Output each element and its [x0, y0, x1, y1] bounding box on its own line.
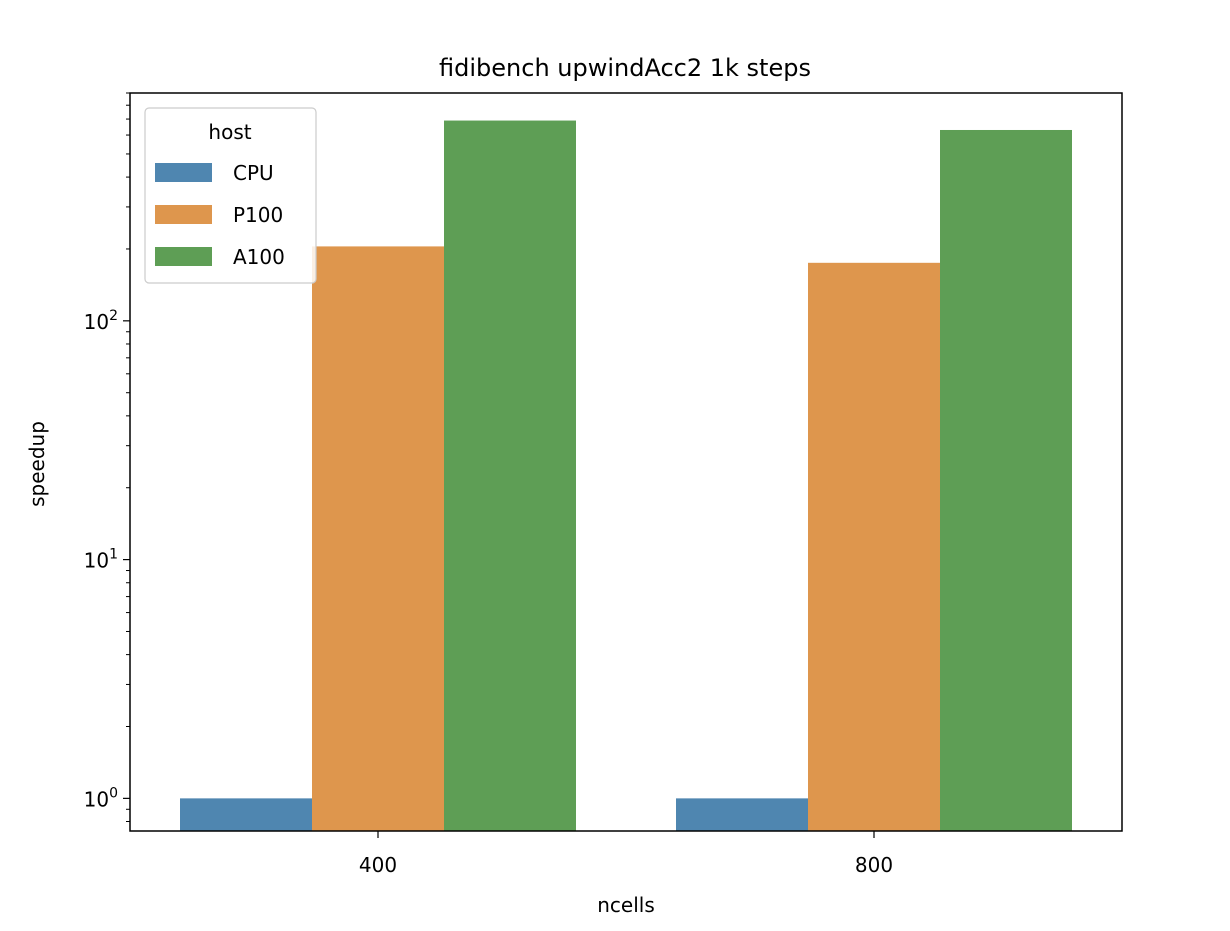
bar-a100-800: [940, 129, 1072, 832]
legend-box: [144, 107, 317, 284]
legend: host CPU P100 A100: [144, 107, 317, 284]
x-axis-label: ncells: [597, 893, 655, 917]
x-tick-label: 800: [855, 853, 893, 877]
legend-title: host: [208, 120, 251, 144]
legend-label-cpu: CPU: [233, 161, 274, 185]
y-tick-label: 101: [84, 547, 118, 573]
y-tick-label: 100: [84, 785, 118, 811]
legend-swatch-a100: [155, 247, 212, 266]
y-axis-label: speedup: [25, 421, 49, 507]
chart-title: fidibench upwindAcc2 1k steps: [439, 54, 811, 82]
y-tick-label: 102: [84, 308, 118, 334]
legend-label-a100: A100: [233, 245, 285, 269]
x-tick-label: 400: [359, 853, 397, 877]
legend-swatch-p100: [155, 205, 212, 224]
plot-area: 100 101 102 400 800: [84, 92, 1123, 877]
bar-p100-800: [808, 262, 940, 831]
axes-frame: [129, 92, 1123, 832]
bar-a100-400: [444, 120, 576, 832]
bar-cpu-400: [180, 798, 312, 831]
bar-cpu-800: [676, 798, 808, 831]
legend-label-p100: P100: [233, 203, 283, 227]
legend-swatch-cpu: [155, 163, 212, 182]
bar-p100-400: [312, 246, 444, 832]
